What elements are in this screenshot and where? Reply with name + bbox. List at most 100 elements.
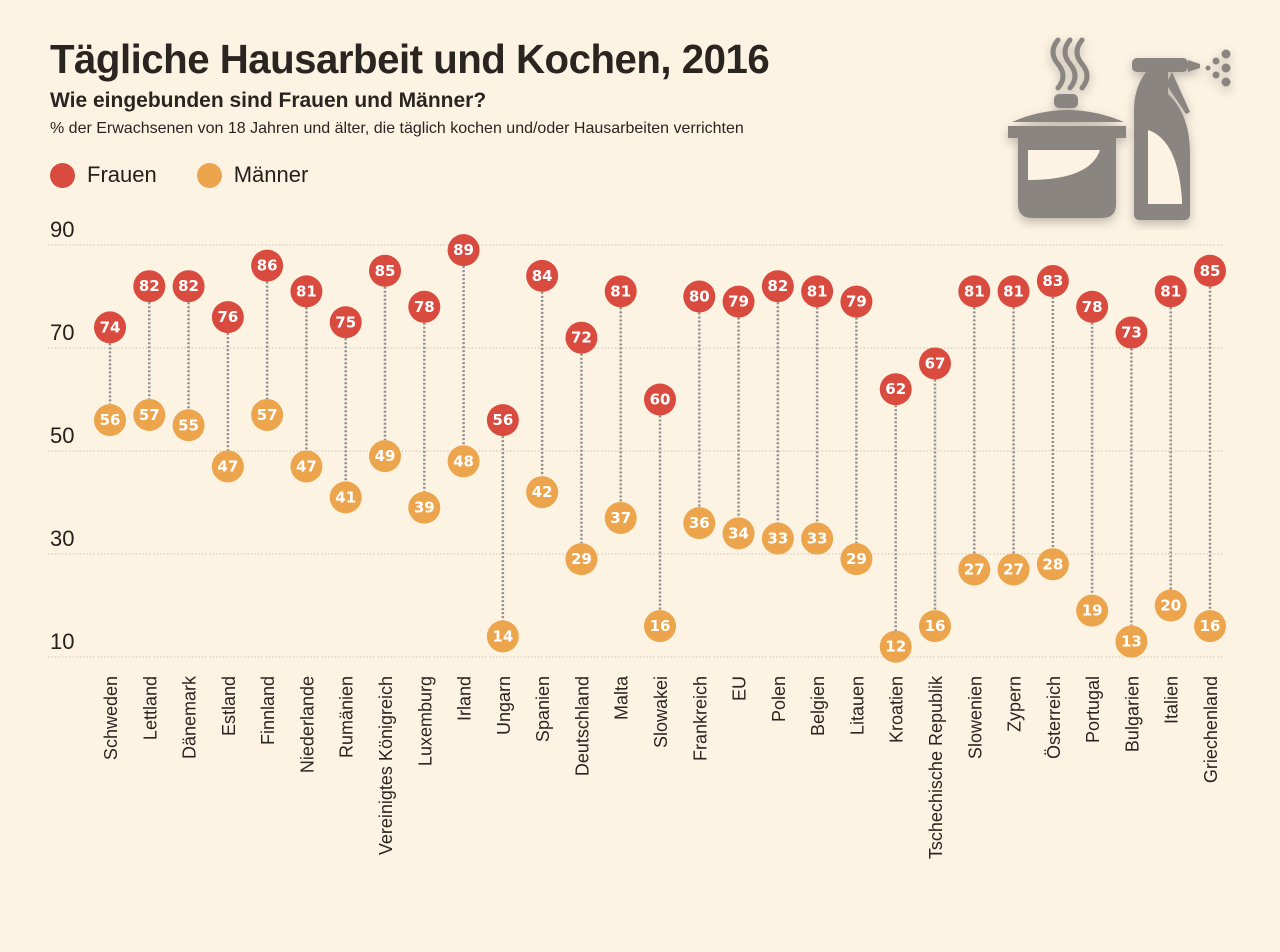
point-maenner-label: 37: [610, 509, 631, 527]
point-maenner-circle: [1115, 625, 1148, 658]
point-frauen-circle: [840, 285, 873, 318]
point-maenner-circle: [526, 476, 559, 509]
point-frauen-circle: [329, 306, 362, 339]
point-frauen-label: 82: [767, 277, 788, 295]
point-frauen-0: 74: [94, 311, 126, 344]
point-frauen-label: 81: [296, 282, 317, 300]
point-maenner-18: 33: [801, 522, 834, 555]
point-frauen-5: 81: [290, 275, 323, 308]
point-maenner-21: 16: [919, 610, 951, 643]
point-maenner-label: 41: [335, 488, 356, 506]
x-label-17: Polen: [769, 676, 789, 722]
point-maenner-6: 41: [329, 481, 362, 514]
point-maenner-circle: [1194, 610, 1226, 643]
point-frauen-circle: [408, 290, 441, 323]
point-frauen-18: 81: [801, 275, 834, 308]
point-maenner-circle: [683, 507, 716, 540]
point-maenner-14: 16: [644, 610, 676, 643]
point-frauen-20: 62: [879, 373, 912, 406]
x-label-24: Österreich: [1044, 676, 1064, 759]
point-maenner-label: 42: [532, 483, 553, 501]
x-label-1: Lettland: [140, 676, 160, 740]
point-maenner-1: 57: [133, 398, 166, 431]
point-frauen-circle: [1154, 275, 1187, 308]
point-maenner-0: 56: [94, 404, 126, 437]
point-frauen-circle: [251, 249, 284, 282]
point-maenner-5: 47: [290, 450, 323, 483]
point-frauen-label: 83: [1042, 272, 1063, 290]
point-frauen-8: 78: [408, 290, 441, 323]
x-label-9: Irland: [455, 676, 475, 721]
point-frauen-11: 84: [526, 259, 559, 292]
point-frauen-label: 67: [925, 354, 946, 372]
point-maenner-16: 34: [722, 517, 755, 550]
point-maenner-circle: [1076, 594, 1109, 627]
point-maenner-11: 42: [526, 476, 559, 509]
point-maenner-12: 29: [565, 543, 598, 576]
point-maenner-circle: [369, 440, 401, 473]
point-frauen-circle: [1115, 316, 1148, 349]
legend-label-frauen: Frauen: [87, 162, 157, 187]
x-label-19: Litauen: [847, 676, 867, 735]
point-maenner-20: 12: [879, 630, 912, 663]
point-frauen-14: 60: [644, 383, 676, 416]
point-maenner-circle: [565, 543, 598, 576]
point-frauen-circle: [879, 373, 912, 406]
point-frauen-circle: [604, 275, 637, 308]
point-maenner-label: 12: [885, 638, 906, 656]
point-frauen-label: 60: [650, 391, 671, 409]
point-frauen-1: 82: [133, 270, 166, 303]
point-frauen-23: 81: [997, 275, 1030, 308]
point-frauen-13: 81: [604, 275, 637, 308]
point-frauen-circle: [1194, 254, 1226, 287]
point-maenner-circle: [997, 553, 1030, 586]
point-frauen-label: 81: [1160, 282, 1181, 300]
point-frauen-circle: [683, 280, 716, 313]
point-frauen-24: 83: [1036, 265, 1069, 298]
point-frauen-circle: [133, 270, 166, 303]
point-maenner-circle: [408, 491, 441, 524]
x-label-15: Frankreich: [690, 676, 710, 761]
point-maenner-label: 16: [1200, 617, 1221, 635]
x-label-4: Finnland: [258, 676, 278, 745]
x-label-10: Ungarn: [494, 676, 514, 735]
point-maenner-label: 56: [100, 411, 121, 429]
point-frauen-label: 82: [139, 277, 160, 295]
point-frauen-circle: [761, 270, 794, 303]
point-frauen-3: 76: [211, 301, 244, 334]
x-label-5: Niederlande: [297, 676, 317, 773]
point-frauen-circle: [565, 321, 598, 354]
point-frauen-circle: [958, 275, 991, 308]
point-maenner-label: 29: [846, 550, 867, 568]
point-frauen-circle: [290, 275, 323, 308]
point-maenner-label: 57: [139, 406, 160, 424]
spray-bottle-icon: [1132, 49, 1231, 220]
x-label-8: Luxemburg: [415, 676, 435, 766]
point-maenner-circle: [133, 398, 166, 431]
point-frauen-label: 79: [846, 293, 867, 311]
point-maenner-label: 33: [767, 530, 788, 548]
legend-label-maenner: Männer: [233, 162, 309, 187]
legend: Frauen Männer: [50, 162, 348, 188]
y-axis-ticks: 90 70 50 30 10: [50, 217, 74, 654]
point-frauen-12: 72: [565, 321, 598, 354]
x-label-26: Bulgarien: [1122, 676, 1142, 752]
point-maenner-label: 19: [1082, 602, 1103, 620]
x-label-6: Rumänien: [337, 676, 357, 758]
chart-note: % der Erwachsenen von 18 Jahren und älte…: [50, 120, 744, 137]
point-frauen-21: 67: [919, 347, 951, 380]
point-frauen-circle: [1076, 290, 1109, 323]
point-maenner-label: 14: [492, 627, 513, 645]
point-maenner-4: 57: [251, 398, 284, 431]
point-maenner-22: 27: [958, 553, 991, 586]
point-maenner-label: 36: [689, 514, 710, 532]
point-frauen-19: 79: [840, 285, 873, 318]
point-maenner-label: 33: [807, 530, 828, 548]
point-maenner-23: 27: [997, 553, 1030, 586]
x-label-2: Dänemark: [180, 675, 200, 759]
point-frauen-2: 82: [172, 270, 205, 303]
x-label-3: Estland: [219, 676, 239, 736]
point-maenner-circle: [722, 517, 755, 550]
point-maenner-circle: [329, 481, 362, 514]
